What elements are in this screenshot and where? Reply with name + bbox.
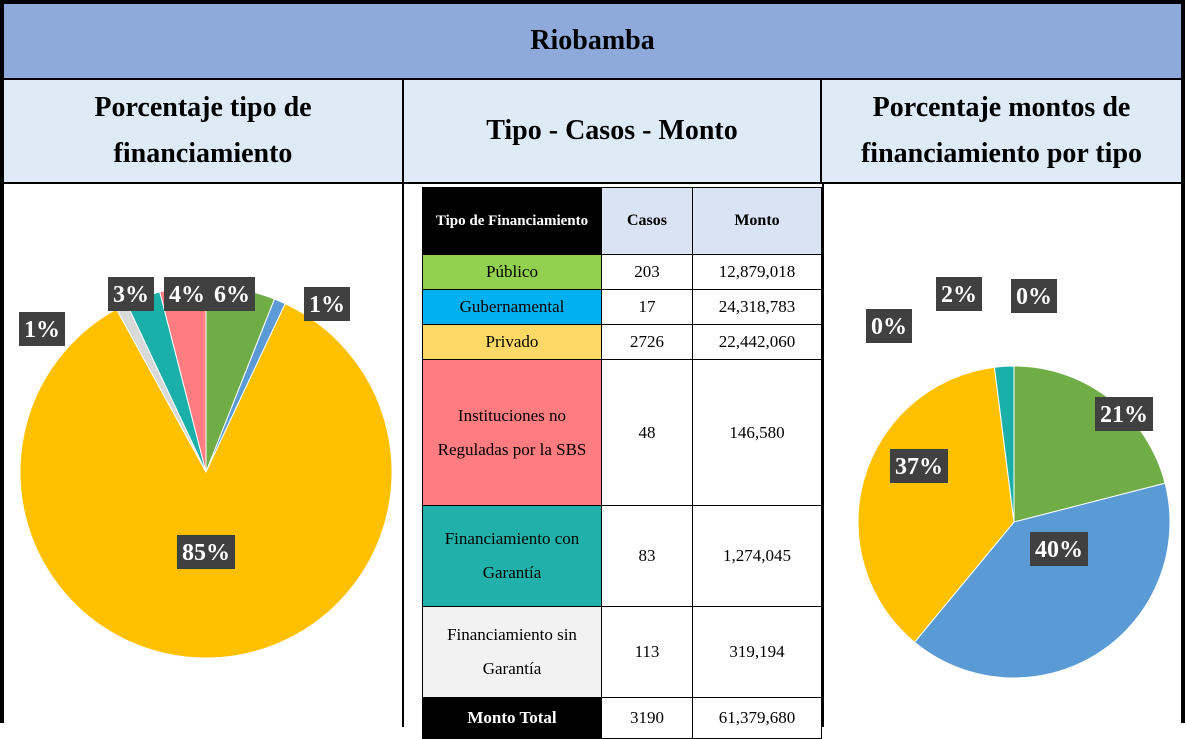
- table-cell: 113: [601, 606, 693, 698]
- label-box: [866, 309, 912, 343]
- label-box: [890, 449, 948, 483]
- table-cell: Instituciones no Reguladas por la SBS: [422, 359, 602, 506]
- table-cell: 319,194: [692, 606, 822, 698]
- slice-label: 6%: [214, 282, 250, 308]
- table-cell: 17: [601, 289, 693, 325]
- label-box: [304, 287, 350, 321]
- label-box: [108, 277, 154, 311]
- label-box: [177, 535, 235, 569]
- slice-label: 1%: [309, 292, 345, 318]
- table-cell: Monto: [692, 187, 822, 255]
- table-cell: Tipo de Financiamiento: [422, 187, 602, 255]
- label-box: [1095, 397, 1153, 431]
- table-cell: 22,442,060: [692, 324, 822, 360]
- slice-label: 0%: [871, 314, 907, 340]
- label-box: [1030, 532, 1088, 566]
- column-header: Porcentaje montos de financiamiento por …: [822, 80, 1181, 184]
- table-cell: 12,879,018: [692, 254, 822, 290]
- table-cell: Monto Total: [422, 697, 602, 739]
- title: Riobamba: [4, 4, 1181, 80]
- pie-slice: [857, 366, 1015, 643]
- slice-label: 1%: [24, 317, 60, 343]
- column-header: Tipo - Casos - Monto: [402, 80, 822, 184]
- table-cell: Privado: [422, 324, 602, 360]
- table-row: Financiamiento sin Garantía 113 319,194: [422, 606, 822, 698]
- table-cell: 83: [601, 505, 693, 607]
- label-box: [209, 277, 255, 311]
- slice-label: 40%: [1035, 537, 1083, 563]
- slice-label: 3%: [113, 282, 149, 308]
- slice-label: 4%: [169, 282, 205, 308]
- table-row: Financiamiento con Garantía 83 1,274,045: [422, 505, 822, 607]
- slice-label: 85%: [182, 540, 230, 566]
- pie-charts: 6% 1% 85% 1% 3% 4% 21% 40% 37% 0% 2% 0%: [19, 277, 1171, 679]
- table-cell: Público: [422, 254, 602, 290]
- slice-label: 37%: [895, 454, 943, 480]
- table-cell: 61,379,680: [692, 697, 822, 739]
- pie-slice: [19, 303, 393, 659]
- column-header: Porcentaje tipo de financiamiento: [4, 80, 402, 184]
- label-box: [1011, 279, 1057, 313]
- data-table: Tipo de Financiamiento Casos Monto Público 2…: [422, 187, 822, 739]
- table-cell: 3190: [601, 697, 693, 739]
- label-box: [19, 312, 65, 346]
- table-row: Privado 2726 22,442,060: [422, 324, 822, 360]
- table-row: Monto Total 3190 61,379,680: [422, 697, 822, 739]
- table-row: Instituciones no Reguladas por la SBS 48 1…: [422, 359, 822, 506]
- table-row: Tipo de Financiamiento Casos Monto: [422, 187, 822, 255]
- label-box: [936, 277, 982, 311]
- table-cell: Gubernamental: [422, 289, 602, 325]
- slice-label: 21%: [1100, 402, 1148, 428]
- table-cell: Financiamiento sin Garantía: [422, 606, 602, 698]
- slice-label: 0%: [1016, 284, 1052, 310]
- table-cell: 203: [601, 254, 693, 290]
- slice-label: 2%: [941, 282, 977, 308]
- label-box: [164, 277, 210, 311]
- divider: [402, 184, 404, 727]
- table-row: Gubernamental 17 24,318,783: [422, 289, 822, 325]
- table-cell: 146,580: [692, 359, 822, 506]
- table-cell: Financiamiento con Garantía: [422, 505, 602, 607]
- pie-slice: [913, 482, 1171, 679]
- table-cell: 24,318,783: [692, 289, 822, 325]
- table-cell: 1,274,045: [692, 505, 822, 607]
- table-cell: 2726: [601, 324, 693, 360]
- table-row: Público 203 12,879,018: [422, 254, 822, 290]
- divider: [822, 184, 824, 727]
- table-cell: 48: [601, 359, 693, 506]
- table-cell: Casos: [601, 187, 693, 255]
